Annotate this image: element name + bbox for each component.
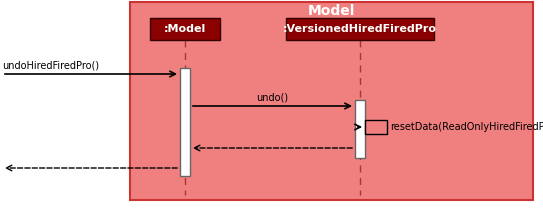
Text: undoHiredFiredPro(): undoHiredFiredPro() xyxy=(2,61,99,71)
Text: resetData(ReadOnlyHiredFiredPro): resetData(ReadOnlyHiredFiredPro) xyxy=(390,122,543,132)
Text: Model: Model xyxy=(308,4,355,18)
Bar xyxy=(355,100,365,158)
Bar xyxy=(150,18,220,40)
Bar xyxy=(286,18,434,40)
Text: :VersionedHiredFiredPro: :VersionedHiredFiredPro xyxy=(283,24,437,34)
Bar xyxy=(130,2,533,200)
Text: undo(): undo() xyxy=(256,93,288,103)
Bar xyxy=(180,68,190,176)
Bar xyxy=(365,120,387,134)
Text: :Model: :Model xyxy=(164,24,206,34)
